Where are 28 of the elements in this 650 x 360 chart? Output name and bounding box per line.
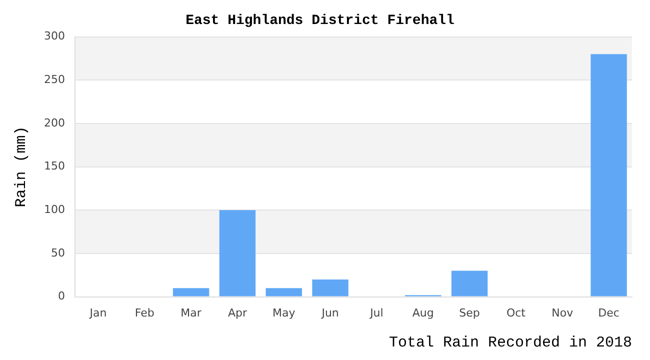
x-tick-label: Sep — [459, 306, 480, 320]
x-tick-label: May — [272, 306, 296, 320]
y-tick-label: 300 — [44, 30, 65, 43]
x-axis-title: Total Rain Recorded in 2018 — [388, 334, 632, 352]
y-axis-title: Rain (mm) — [12, 126, 30, 208]
bar — [451, 270, 488, 296]
chart-title: East Highlands District Firehall — [186, 12, 454, 29]
x-tick-label: Oct — [506, 306, 526, 320]
y-tick-label: 0 — [58, 290, 65, 303]
bar — [266, 288, 302, 296]
y-tick-label: 200 — [44, 116, 65, 130]
y-tick-label: 50 — [50, 246, 65, 260]
bar — [590, 54, 627, 296]
x-tick-label: Mar — [180, 306, 202, 320]
x-tick-label: Jun — [320, 306, 339, 320]
bar — [312, 279, 348, 296]
y-tick-label: 250 — [44, 72, 65, 86]
y-tick-label: 100 — [44, 202, 65, 216]
x-tick-label: Dec — [598, 306, 620, 320]
x-tick-label: Apr — [228, 306, 248, 320]
y-tick-label: 150 — [44, 160, 65, 173]
x-tick-label: Aug — [412, 306, 434, 320]
x-tick-label: Nov — [552, 306, 574, 320]
x-tick-label: Jul — [369, 306, 384, 320]
x-tick-label: Jan — [88, 306, 107, 320]
x-tick-label: Feb — [134, 306, 154, 320]
bar — [219, 210, 256, 296]
bar — [172, 288, 210, 296]
